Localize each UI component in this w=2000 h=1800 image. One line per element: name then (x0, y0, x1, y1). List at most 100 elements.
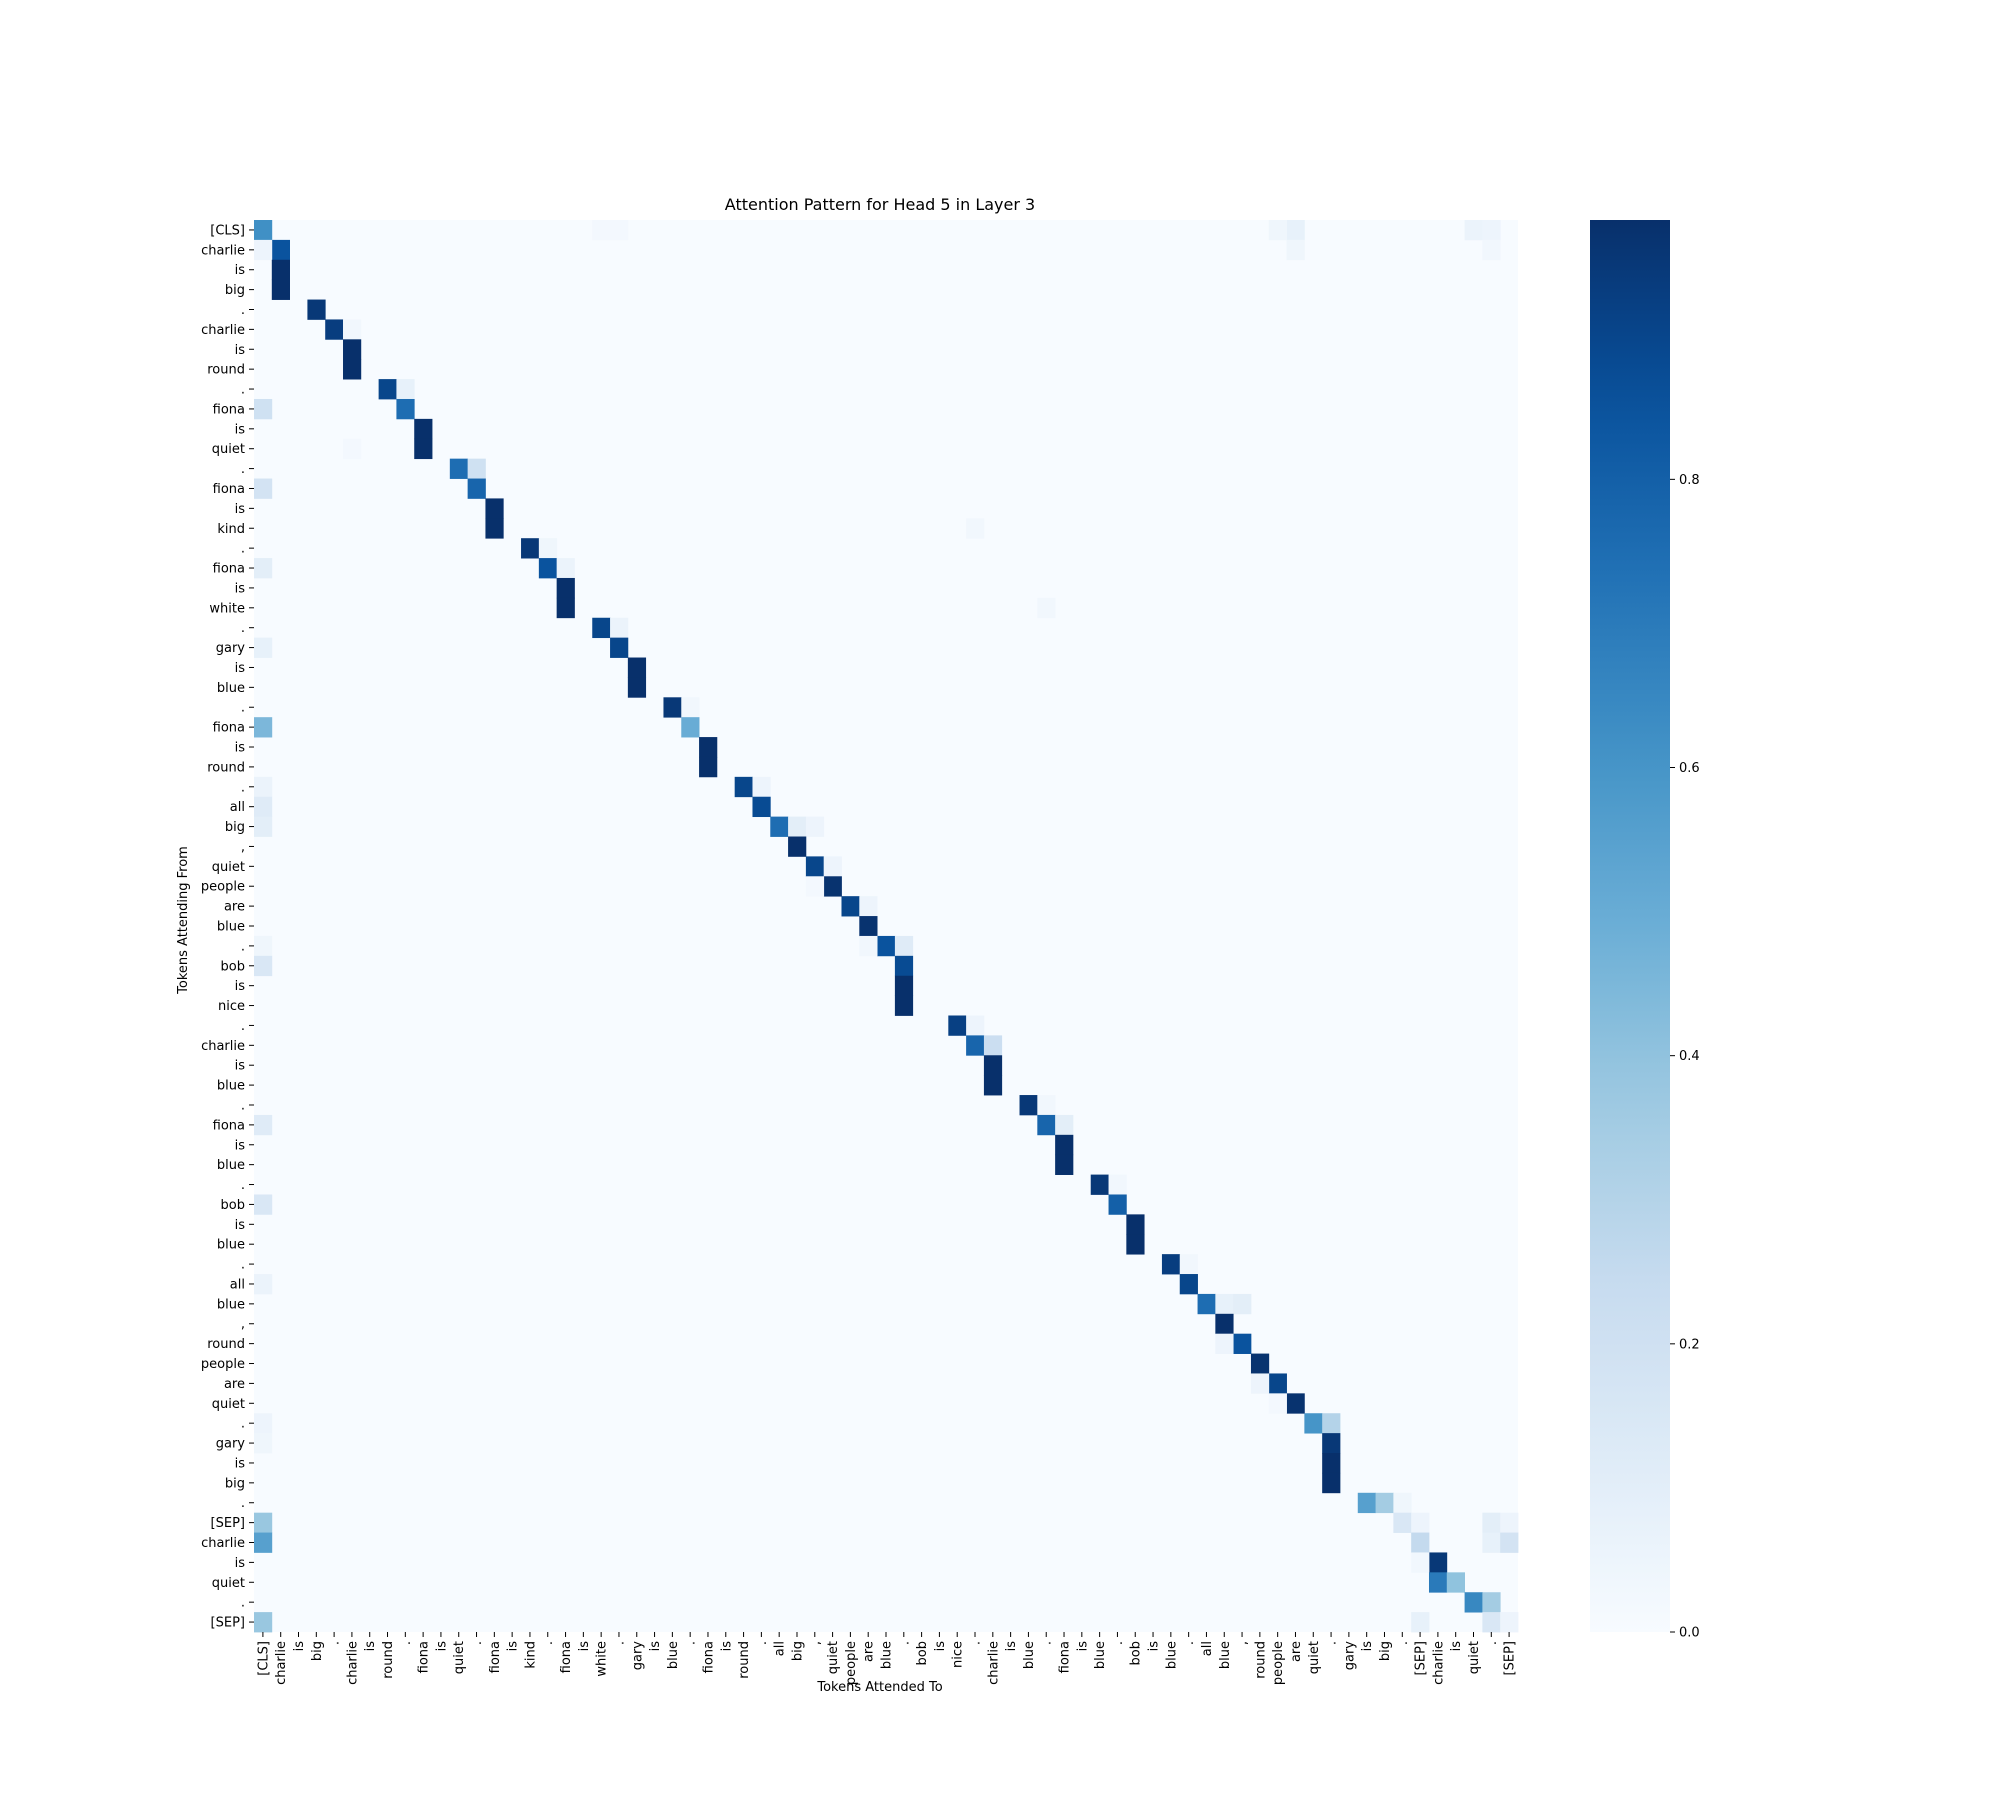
heatmap-cell (538, 558, 558, 579)
y-tick-label: is (235, 343, 246, 358)
y-tick-label: . (241, 542, 245, 557)
heatmap-cell (823, 876, 842, 897)
heatmap-cell (1268, 1393, 1287, 1414)
heatmap-cell (1126, 1234, 1145, 1255)
y-tick-label: white (209, 601, 245, 616)
y-tick-label: big (225, 283, 245, 298)
y-tick-label: kind (217, 522, 245, 537)
x-tick-label: . (897, 1641, 912, 1645)
heatmap-cell (1019, 1095, 1038, 1116)
y-tick-label: blue (217, 681, 245, 696)
heatmap-cell (254, 1194, 273, 1215)
y-tick-label: is (235, 422, 246, 437)
heatmap-cell (823, 856, 842, 877)
x-tick-label: fiona (701, 1641, 716, 1673)
heatmap-cell (307, 299, 326, 320)
y-tick-label: charlie (201, 1536, 245, 1551)
y-tick-label: round (207, 1337, 245, 1352)
heatmap-cell (681, 717, 700, 738)
x-tick-label: is (1075, 1641, 1090, 1652)
y-tick-label: all (230, 1277, 245, 1292)
heatmap-cell (966, 518, 985, 539)
x-tick-label: white (595, 1641, 610, 1677)
x-tick-label: is (434, 1641, 449, 1652)
heatmap-cell (1482, 239, 1501, 261)
heatmap-background (254, 220, 1518, 1632)
y-tick-label: round (207, 760, 245, 775)
x-tick-label: kind (523, 1641, 538, 1669)
x-tick-label: blue (1164, 1641, 1179, 1669)
heatmap-cell (1233, 1333, 1252, 1354)
heatmap-cell (254, 1413, 273, 1434)
heatmap-cell (1037, 1095, 1056, 1116)
heatmap-cell (254, 478, 273, 499)
y-tick-label: is (235, 502, 246, 517)
x-tick-label: fiona (1058, 1641, 1073, 1673)
heatmap-cell (610, 617, 629, 639)
y-tick-label: people (201, 1357, 245, 1372)
heatmap-cell (485, 498, 504, 519)
heatmap-cell (1500, 1532, 1519, 1553)
x-tick-label: people (1271, 1641, 1286, 1685)
heatmap-cell (254, 1114, 273, 1136)
heatmap-cell (805, 816, 825, 837)
y-tick-label: is (235, 741, 246, 756)
y-tick-label: bob (221, 959, 245, 974)
x-tick-label: is (1147, 1641, 1162, 1652)
y-tick-label: quiet (212, 860, 245, 875)
x-tick-label: charlie (1431, 1641, 1446, 1685)
heatmap-cell (467, 478, 486, 499)
heatmap-cell (343, 339, 362, 360)
colorbar (1590, 220, 1670, 1632)
heatmap-cell (1233, 1293, 1252, 1315)
chart-title: Attention Pattern for Head 5 in Layer 3 (725, 195, 1035, 214)
x-tick-label: is (1360, 1641, 1375, 1652)
heatmap-cell (859, 935, 878, 957)
y-tick-label: , (241, 840, 245, 855)
x-tick-label: gary (1342, 1641, 1357, 1671)
heatmap-cell (1179, 1274, 1198, 1295)
y-axis-label: Tokens Attending From (176, 846, 191, 995)
y-tick-label: big (225, 1476, 245, 1491)
x-tick-label: . (470, 1641, 485, 1645)
y-tick-label: blue (217, 1079, 245, 1094)
y-tick-label: nice (218, 999, 245, 1014)
heatmap-cell (983, 1075, 1003, 1096)
x-tick-label: bob (1129, 1641, 1144, 1665)
x-tick-label: fiona (417, 1641, 432, 1673)
y-tick-label: round (207, 363, 245, 378)
y-tick-label: . (241, 462, 245, 477)
x-tick-label: gary (630, 1641, 645, 1671)
heatmap-cell (859, 916, 878, 937)
heatmap-cell (1037, 1114, 1056, 1136)
heatmap-cell (396, 398, 415, 420)
y-tick-label: . (241, 1596, 245, 1611)
heatmap-cell (343, 319, 362, 340)
x-tick-label: blue (1218, 1641, 1233, 1669)
x-tick-label: . (969, 1641, 984, 1645)
x-tick-label: round (381, 1641, 396, 1679)
heatmap-cell (1179, 1254, 1198, 1275)
x-tick-label: is (933, 1641, 948, 1652)
y-tick-label: blue (217, 1238, 245, 1253)
heatmap-cell (1286, 1393, 1305, 1414)
x-tick-label: big (790, 1641, 805, 1661)
heatmap-cell (1375, 1492, 1394, 1514)
y-tick-label: . (241, 701, 245, 716)
heatmap-cell (254, 816, 273, 837)
x-tick-label: . (328, 1641, 343, 1645)
y-tick-label: is (235, 1138, 246, 1153)
x-tick-label: is (719, 1641, 734, 1652)
heatmap-cell (1126, 1214, 1145, 1235)
y-tick-label: blue (217, 1158, 245, 1173)
x-tick-label: . (399, 1641, 414, 1645)
y-tick-label: [SEP] (211, 1516, 245, 1531)
heatmap-cell (1250, 1353, 1270, 1374)
heatmap-cell (254, 220, 273, 241)
colorbar-ticks: 0.0 0.2 0.4 0.6 0.8 (1670, 473, 1700, 1641)
y-tick-label: is (235, 979, 246, 994)
heatmap-cell (1428, 1572, 1448, 1593)
heatmap-cell (1037, 597, 1056, 619)
heatmap-cell (859, 896, 878, 917)
heatmap-cell (1286, 239, 1305, 261)
